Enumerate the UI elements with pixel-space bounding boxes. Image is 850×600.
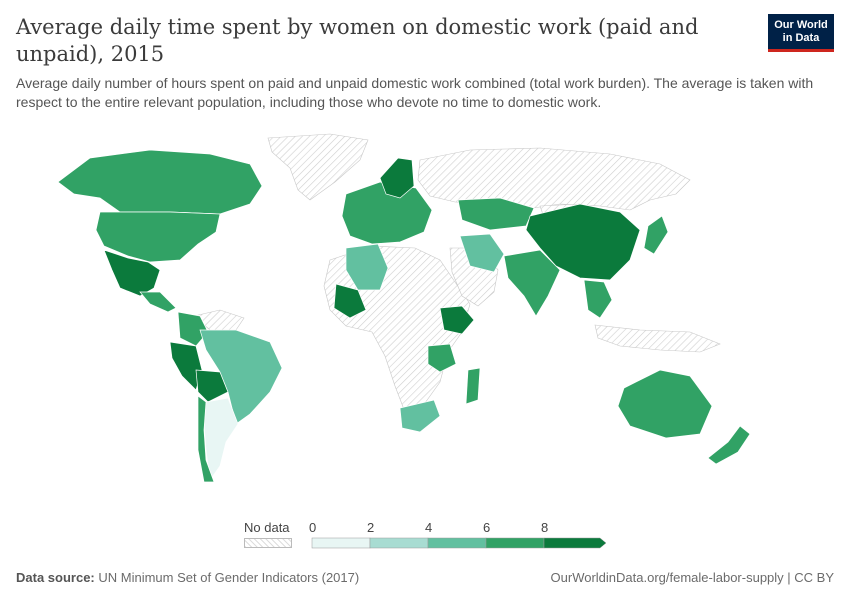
region-bolivia[interactable] <box>195 369 229 403</box>
region-chile[interactable] <box>197 395 215 483</box>
legend-bin-0[interactable] <box>311 537 371 549</box>
region-algeria[interactable] <box>345 243 389 291</box>
region-mali[interactable] <box>333 283 367 319</box>
legend-tick-label: 0 <box>309 520 317 535</box>
chart-subtitle: Average daily number of hours spent on p… <box>16 75 814 110</box>
legend-tick-label: 6 <box>483 520 491 535</box>
legend-tick-label: 2 <box>367 520 375 535</box>
world-map <box>57 133 751 483</box>
data-regions <box>57 149 751 483</box>
legend-bin-2[interactable] <box>427 537 487 549</box>
region-peru[interactable] <box>169 341 203 391</box>
region-south-africa[interactable] <box>399 399 441 433</box>
region-china[interactable] <box>525 203 641 281</box>
legend-tick-label: 4 <box>425 520 433 535</box>
region-canada[interactable] <box>57 149 263 215</box>
legend-tick-label: 8 <box>541 520 549 535</box>
region-japan[interactable] <box>643 215 669 255</box>
region-brazil[interactable] <box>199 329 283 425</box>
region-madagascar[interactable] <box>465 367 481 405</box>
region-iran[interactable] <box>459 233 505 273</box>
logo-line-1: Our World <box>774 19 828 31</box>
region-venezuela[interactable] <box>193 309 245 331</box>
region-india[interactable] <box>503 249 561 317</box>
chart-title: Average daily time spent by women on dom… <box>16 15 699 66</box>
region-russia[interactable] <box>417 147 691 211</box>
region-tanzania[interactable] <box>427 343 457 373</box>
region-new-zealand[interactable] <box>707 425 751 465</box>
footer-link[interactable]: OurWorldinData.org/female-labor-supply |… <box>550 570 834 585</box>
legend-no-data-swatch <box>244 538 292 548</box>
region-mexico[interactable] <box>103 249 161 297</box>
data-source: Data source: UN Minimum Set of Gender In… <box>16 570 359 585</box>
legend-bin-3[interactable] <box>485 537 545 549</box>
region-kazakhstan[interactable] <box>457 197 535 231</box>
region-ethiopia[interactable] <box>439 305 475 335</box>
legend-bin-1[interactable] <box>369 537 429 549</box>
region-argentina[interactable] <box>203 397 239 481</box>
data-source-label: Data source: <box>16 570 95 585</box>
region-scandinavia[interactable] <box>379 157 415 199</box>
region-indonesia[interactable] <box>594 324 721 353</box>
region-usa[interactable] <box>95 211 221 263</box>
region-colombia[interactable] <box>177 311 209 347</box>
legend-no-data-label: No data <box>244 520 290 535</box>
legend-bin-4[interactable] <box>543 537 607 549</box>
region-southeast-asia[interactable] <box>583 279 613 319</box>
data-source-text[interactable]: UN Minimum Set of Gender Indicators (201… <box>98 570 360 585</box>
region-central-america[interactable] <box>139 291 177 313</box>
owid-logo[interactable]: Our World in Data <box>768 14 834 52</box>
region-greenland[interactable] <box>267 133 369 201</box>
logo-line-2: in Data <box>782 32 820 44</box>
region-australia[interactable] <box>617 369 713 439</box>
